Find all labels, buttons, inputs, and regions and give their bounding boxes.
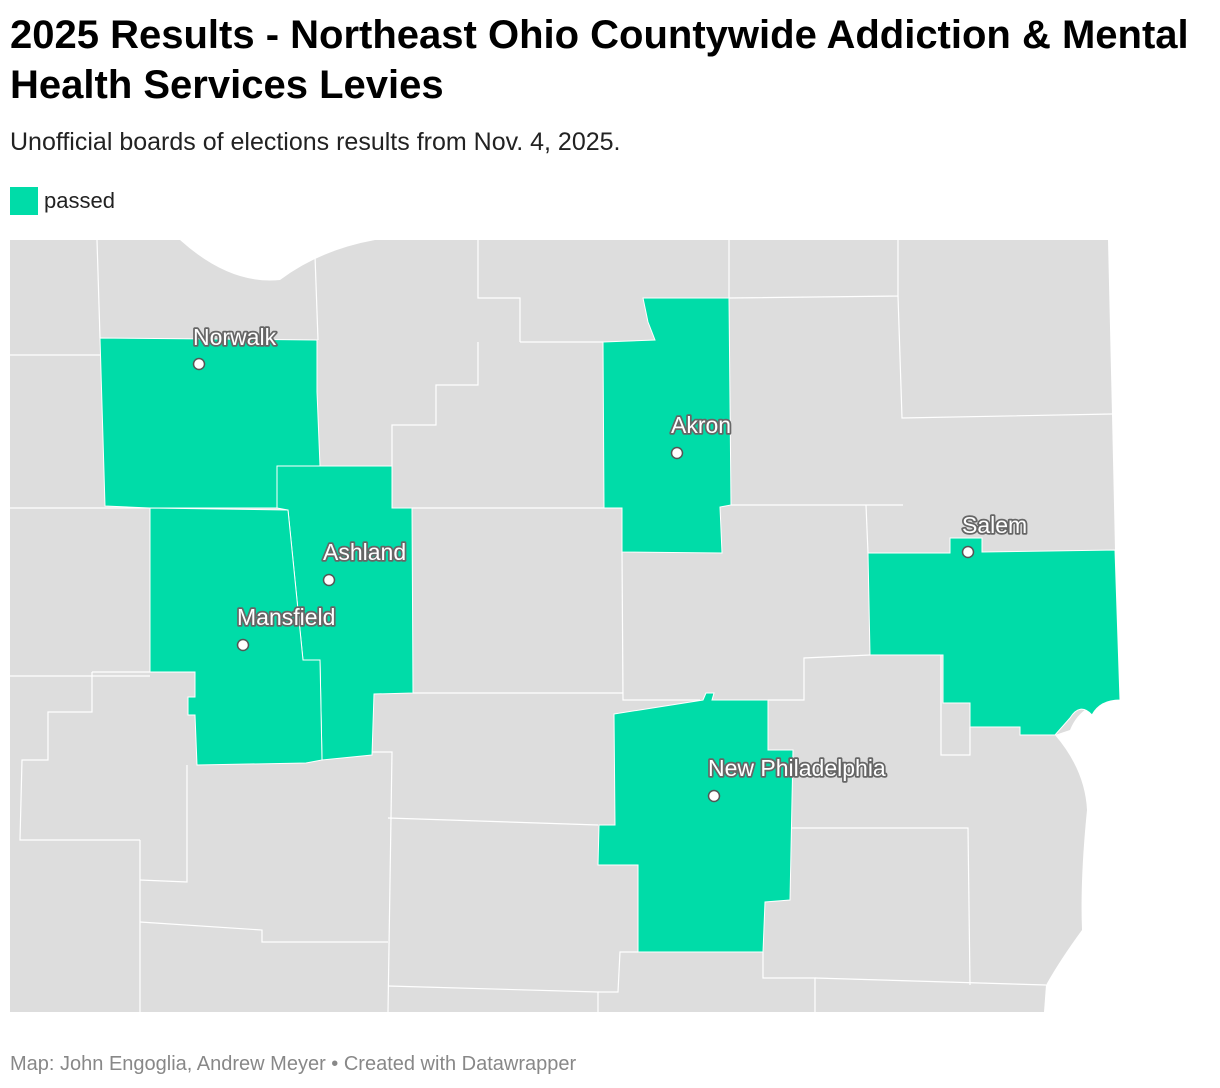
chart-title: 2025 Results - Northeast Ohio Countywide…: [10, 13, 1189, 107]
passing-counties: [99, 297, 1121, 953]
city-new-philadelphia: New Philadelphia: [706, 753, 888, 803]
map-credit: Map: John Engoglia, Andrew Meyer • Creat…: [10, 1053, 577, 1075]
city-dot-akron: [670, 446, 684, 460]
county-line: [391, 342, 479, 508]
county-line: [768, 654, 871, 701]
city-label-ashland: Ashland: [323, 539, 406, 565]
city-label-akron: Akron: [671, 412, 731, 438]
city-salem: Salem: [960, 510, 1029, 559]
county-line: [598, 951, 638, 993]
city-mansfield: Mansfield: [235, 602, 337, 652]
county-line: [139, 921, 388, 943]
county-line: [792, 827, 971, 986]
legend-label-passed: passed: [44, 188, 115, 213]
chart-subtitle: Unofficial boards of elections results f…: [10, 128, 621, 156]
city-dot-new-philadelphia: [707, 789, 721, 803]
legend: passed: [10, 187, 115, 215]
city-label-norwalk: Norwalk: [193, 324, 277, 350]
city-markers: Norwalk Akron Ashland Mansfield Salem Ne…: [191, 322, 1029, 803]
county-line: [940, 655, 971, 756]
city-label-mansfield: Mansfield: [237, 604, 335, 630]
county-line: [762, 952, 816, 1012]
county-line: [897, 295, 1113, 419]
county-columbiana-passed: [867, 537, 1121, 736]
county-line: [96, 239, 101, 339]
county-tuscarawas-passed: [597, 692, 794, 953]
county-summit-passed: [602, 297, 732, 554]
city-ashland: Ashland: [321, 537, 408, 587]
city-dot-mansfield: [236, 638, 250, 652]
county-line: [139, 765, 188, 883]
county-line: [477, 240, 521, 342]
county-line: [387, 817, 599, 826]
county-line: [865, 504, 869, 554]
city-label-salem: Salem: [962, 512, 1027, 538]
county-line: [621, 551, 700, 701]
county-boundaries: [10, 239, 1113, 1013]
county-line: [372, 751, 393, 1013]
city-norwalk: Norwalk: [191, 322, 278, 371]
legend-swatch-passed: [10, 187, 38, 215]
city-label-new-philadelphia: New Philadelphia: [708, 755, 886, 781]
county-line: [814, 977, 1047, 986]
county-line: [19, 672, 140, 841]
city-akron: Akron: [669, 410, 733, 460]
county-line: [314, 255, 319, 341]
city-dot-salem: [961, 545, 975, 559]
city-dot-ashland: [322, 573, 336, 587]
county-richland-passed: [149, 507, 323, 766]
city-dot-norwalk: [192, 357, 206, 371]
